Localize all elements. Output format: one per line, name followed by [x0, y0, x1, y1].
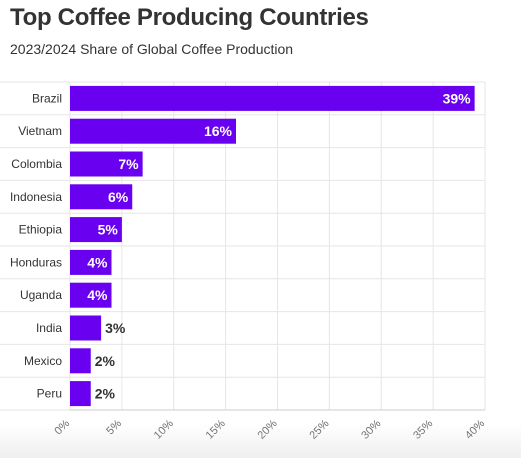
chart-subtitle: 2023/2024 Share of Global Coffee Product…: [10, 41, 294, 57]
value-label: 39%: [443, 90, 472, 106]
value-label: 4%: [87, 254, 108, 270]
value-label: 2%: [95, 353, 116, 369]
category-label: Honduras: [10, 255, 62, 269]
value-label: 4%: [87, 287, 108, 303]
x-tick-label: 20%: [256, 417, 280, 441]
value-label: 3%: [105, 320, 126, 336]
bar-honduras: [70, 249, 112, 275]
bar-mexico: [70, 348, 91, 374]
bar-colombia: [70, 151, 143, 177]
chart-title: Top Coffee Producing Countries: [10, 4, 369, 31]
x-tick-label: 40%: [463, 417, 487, 441]
category-label: Peru: [37, 387, 62, 401]
bar-ethiopia: [70, 217, 122, 243]
bar-india: [70, 315, 102, 341]
x-tick-label: 35%: [411, 417, 435, 441]
x-tick-label: 25%: [307, 417, 331, 441]
category-label: India: [36, 321, 62, 335]
category-label: Ethiopia: [19, 223, 63, 237]
x-tick-label: 5%: [104, 417, 124, 437]
x-tick-label: 0%: [52, 417, 72, 437]
category-label: Colombia: [11, 157, 62, 171]
x-tick-label: 15%: [204, 417, 228, 441]
bar-brazil: [70, 85, 475, 111]
value-label: 5%: [98, 222, 119, 238]
category-label: Indonesia: [10, 190, 62, 204]
category-label: Uganda: [20, 288, 62, 302]
value-label: 7%: [118, 156, 139, 172]
category-label: Brazil: [32, 91, 62, 105]
value-label: 16%: [204, 123, 233, 139]
category-label: Mexico: [24, 354, 62, 368]
value-label: 6%: [108, 189, 129, 205]
x-tick-label: 30%: [359, 417, 383, 441]
bar-peru: [70, 381, 91, 407]
bar-uganda: [70, 282, 112, 308]
bar-vietnam: [70, 118, 236, 144]
value-label: 2%: [95, 386, 116, 402]
bar-indonesia: [70, 184, 133, 210]
x-tick-label: 10%: [152, 417, 176, 441]
category-label: Vietnam: [18, 124, 62, 138]
